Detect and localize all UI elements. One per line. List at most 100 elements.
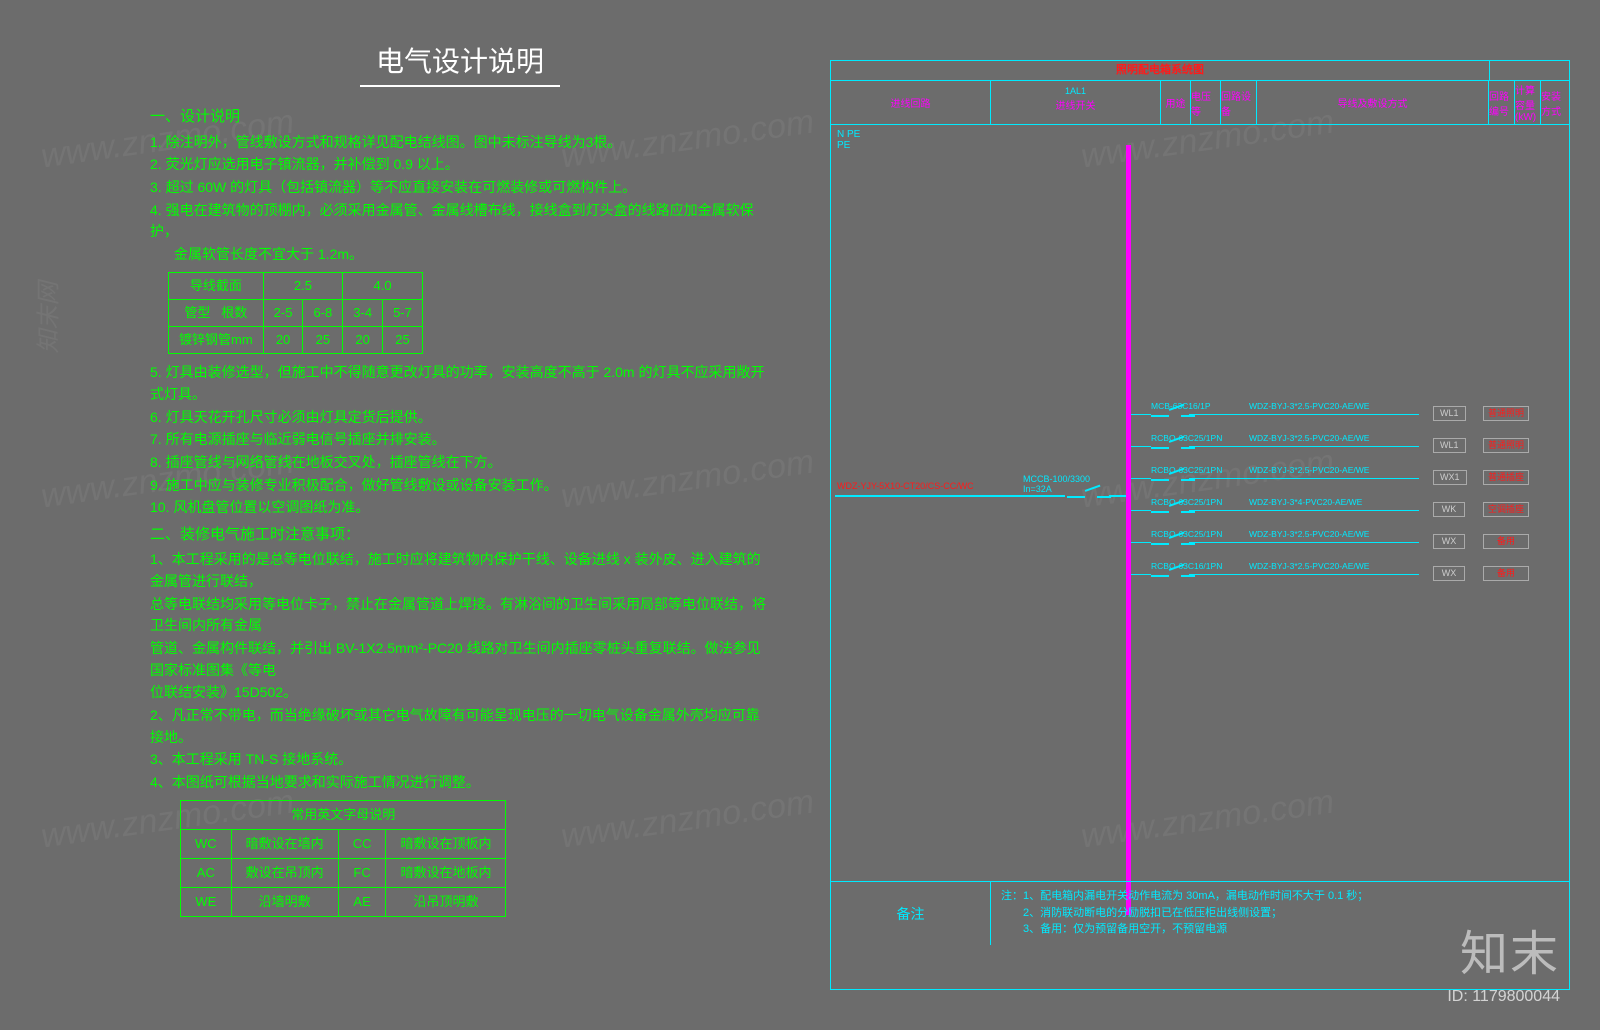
s2-1b: 总等电联结均采用等电位卡子，禁止在金属管道上焊接。有淋浴间的卫生间采用局部等电位… [150,594,770,637]
remarks-label: 备注 [831,882,991,945]
s2-1c: 管道、金属构件联结，并引出 BV-1X2.5mm²-PC20 线路对卫生间内插座… [150,638,770,681]
lg-r0c2: CC [338,829,386,858]
lg-r1c1: 敷设在吊顶内 [231,859,338,888]
wt-r1c3: 4.0 [343,272,423,299]
hdr-switch: 1AL1 进线开关 [991,81,1161,124]
npe-label: N PE PE [837,129,860,151]
hdr-cur: 电压等 [1191,81,1221,124]
wt-r3c5: 25 [383,327,423,354]
wt-r1c2: 2.5 [263,272,343,299]
section1-head: 一、设计说明 [150,105,770,128]
branch-cable: WDZ-BYJ-3*2.5-PVC20-AE/WE [1249,401,1369,411]
note-2: 2. 荧光灯应选用电子镇流器，并补偿到 0.9 以上。 [150,154,770,176]
s2-2: 2、凡正常不带电，而当绝缘破坏或其它电气故障有可能呈现电压的一切电气设备金属外壳… [150,705,770,748]
hdr-inlet: 进线回路 [831,81,991,124]
section2-head: 二、装修电气施工时注意事项： [150,523,770,546]
note-6: 6. 灯具天花开孔尺寸必须由灯具定货后提供。 [150,407,770,429]
lg-r2c2: AE [338,888,386,917]
lg-r0c3: 暗敷设在顶板内 [386,829,506,858]
s2-4: 4、本图纸可根据当地要求和实际施工情况进行调整。 [150,772,770,794]
note-8: 8. 插座管线与网络管线在地板交叉处，插座管线在下方。 [150,452,770,474]
wt-r2c3: 6-8 [303,299,343,326]
wt-r3c3: 25 [303,327,343,354]
incoming-cable-label: WDZ-YJY-5X10-CT20/CS-CC/WC [837,481,974,491]
wt-r2left: 管型 根数 [169,299,264,326]
site-logo: 知末 [1460,914,1560,984]
watermark-vert: 知末网 [29,282,64,354]
branch-3: RCBO-63C25/1PNWDZ-BYJ-3*4-PVC20-AE/WEWK空… [1131,501,1561,519]
hdr-loopno: 回路编号 [1489,81,1515,124]
note-3: 3. 超过 60W 的灯具（包括镇流器）等不应直接安装在可燃装修或可燃构件上。 [150,177,770,199]
lg-r1c0: AC [181,859,232,888]
branch-breaker: RCBO-63C25/1PN [1151,465,1222,475]
panel-body: N PE PE WDZ-YJY-5X10-CT20/CS-CC/WC MCCB-… [831,125,1569,945]
branch-cable: WDZ-BYJ-3*2.5-PVC20-AE/WE [1249,465,1369,475]
lg-r1c3: 暗敷设在地板内 [386,859,506,888]
note-7: 7. 所有电源插座与临近弱电信号插座并排安装。 [150,429,770,451]
lg-r2c0: WE [181,888,232,917]
remarks-row: 备注 注：1、配电箱内漏电开关动作电流为 30mA，漏电动作时间不大于 0.1 … [831,881,1569,945]
abbrev-legend-table: 常用英文字母说明 WC 暗敷设在墙内 CC 暗敷设在顶板内 AC 敷设在吊顶内 … [180,800,506,918]
branch-cable: WDZ-BYJ-3*4-PVC20-AE/WE [1249,497,1362,507]
branch-breaker: RCBO-63C16/1PN [1151,561,1222,571]
branch-loop: WX1 [1433,470,1467,485]
panel-title-end [1489,61,1569,80]
branch-cable: WDZ-BYJ-3*2.5-PVC20-AE/WE [1249,561,1369,571]
branch-cable: WDZ-BYJ-3*2.5-PVC20-AE/WE [1249,529,1369,539]
branch-breaker: RCBO-63C25/1PN [1151,497,1222,507]
note-4: 4. 强电在建筑物的顶棚内，必须采用金属管、金属线槽布线，接线盒到灯头盒的线路应… [150,200,770,243]
wt-r2c4: 3-4 [343,299,383,326]
hdr-power: 计算容量(kW) [1515,81,1541,124]
wt-r2c5: 5-7 [383,299,423,326]
panel-title: 照明配电箱系统图 [831,61,1489,80]
branch-func: 备用 [1483,534,1529,549]
branch-5: RCBO-63C16/1PNWDZ-BYJ-3*2.5-PVC20-AE/WEW… [1131,565,1561,583]
note-10: 10. 风机盘管位置以空调图纸为准。 [150,497,770,519]
panel-header-row: 进线回路 1AL1 进线开关 用途 电压等 回路设备 导线及敷设方式 回路编号 … [831,81,1569,125]
wt-r3c1: 镀锌钢管mm [169,327,264,354]
branch-func: 备用 [1483,566,1529,581]
branch-loop: WK [1433,502,1465,517]
branch-1: RCBO-63C25/1PNWDZ-BYJ-3*2.5-PVC20-AE/WEW… [1131,437,1561,455]
wt-r3c4: 20 [343,327,383,354]
note-9: 9. 施工中应与装修专业积极配合，做好管线敷设或设备安装工作。 [150,475,770,497]
wt-r3c2: 20 [263,327,303,354]
wt-r2left-a: 管型 [184,305,210,320]
distribution-panel-diagram: 照明配电箱系统图 进线回路 1AL1 进线开关 用途 电压等 回路设备 导线及敷… [830,60,1570,990]
branch-4: RCBO-63C25/1PNWDZ-BYJ-3*2.5-PVC20-AE/WEW… [1131,533,1561,551]
note-5: 5. 灯具由装修选型，但施工中不得随意更改灯具的功率，安装高度不高于 2.0m … [150,362,770,405]
branch-2: RCBO-63C25/1PNWDZ-BYJ-3*2.5-PVC20-AE/WEW… [1131,469,1561,487]
hdr-switch-top: 1AL1 [991,81,1160,97]
lg-r0c0: WC [181,829,232,858]
branch-func: 空调插座 [1483,502,1529,517]
remarks-1: 注：1、配电箱内漏电开关动作电流为 30mA，漏电动作时间不大于 0.1 秒； [1001,888,1559,905]
wt-r2c2: 2-5 [263,299,303,326]
s2-1: 1、本工程采用的是总等电位联结，施工时应将建筑物内保护干线、设备进线 x 装外皮… [150,549,770,592]
wire-sizing-table: 导线截面 2.5 4.0 管型 根数 2-5 6-8 3-4 5-7 镀锌钢管m… [168,272,423,354]
site-id: ID: 1179800044 [1447,988,1560,1006]
branch-breaker: RCBO-63C25/1PN [1151,433,1222,443]
hdr-switch-lbl: 进线开关 [991,97,1160,112]
branch-0: MCB-63C16/1PWDZ-BYJ-3*2.5-PVC20-AE/WEWL1… [1131,405,1561,423]
note-1: 1. 除注明外，管线敷设方式和规格详见配电结线图。图中未标注导线为3根。 [150,132,770,154]
hdr-use: 用途 [1161,81,1191,124]
branch-func: 普通照明 [1483,406,1529,421]
branch-breaker: RCBO-63C25/1PN [1151,529,1222,539]
hdr-cable: 导线及敷设方式 [1257,81,1489,124]
branch-loop: WL1 [1433,438,1466,453]
wt-r1c1: 导线截面 [169,272,264,299]
hdr-end: 安装方式 [1541,81,1569,124]
legend-caption: 常用英文字母说明 [181,800,506,829]
wt-r2left-b: 根数 [221,305,247,320]
note-4b: 金属软管长度不宜大于 1.2m。 [150,244,770,266]
s2-1d: 位联结安装》15D502。 [150,682,770,704]
incoming-tail [1109,495,1126,497]
lg-r0c1: 暗敷设在墙内 [231,829,338,858]
incoming-switch-symbol [1067,492,1111,500]
branch-loop: WX [1433,566,1465,581]
lg-r1c2: FC [338,859,386,888]
page-title: 电气设计说明 [360,40,560,87]
lg-r2c1: 沿墙明敷 [231,888,338,917]
lg-r2c3: 沿吊顶明敷 [386,888,506,917]
panel-title-row: 照明配电箱系统图 [831,61,1569,81]
